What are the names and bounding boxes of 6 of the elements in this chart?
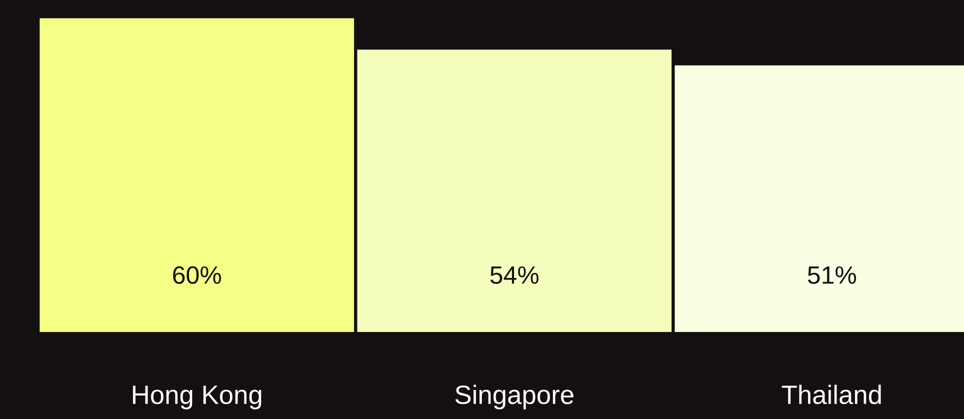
x-tick-label: Hong Kong <box>133 386 262 410</box>
data-label: 51% <box>808 266 856 284</box>
data-label: 60% <box>173 266 221 284</box>
x-tick-label: Singapore <box>455 384 574 410</box>
data-label: 54% <box>490 266 539 284</box>
x-tick-label: Thailand <box>782 384 881 404</box>
